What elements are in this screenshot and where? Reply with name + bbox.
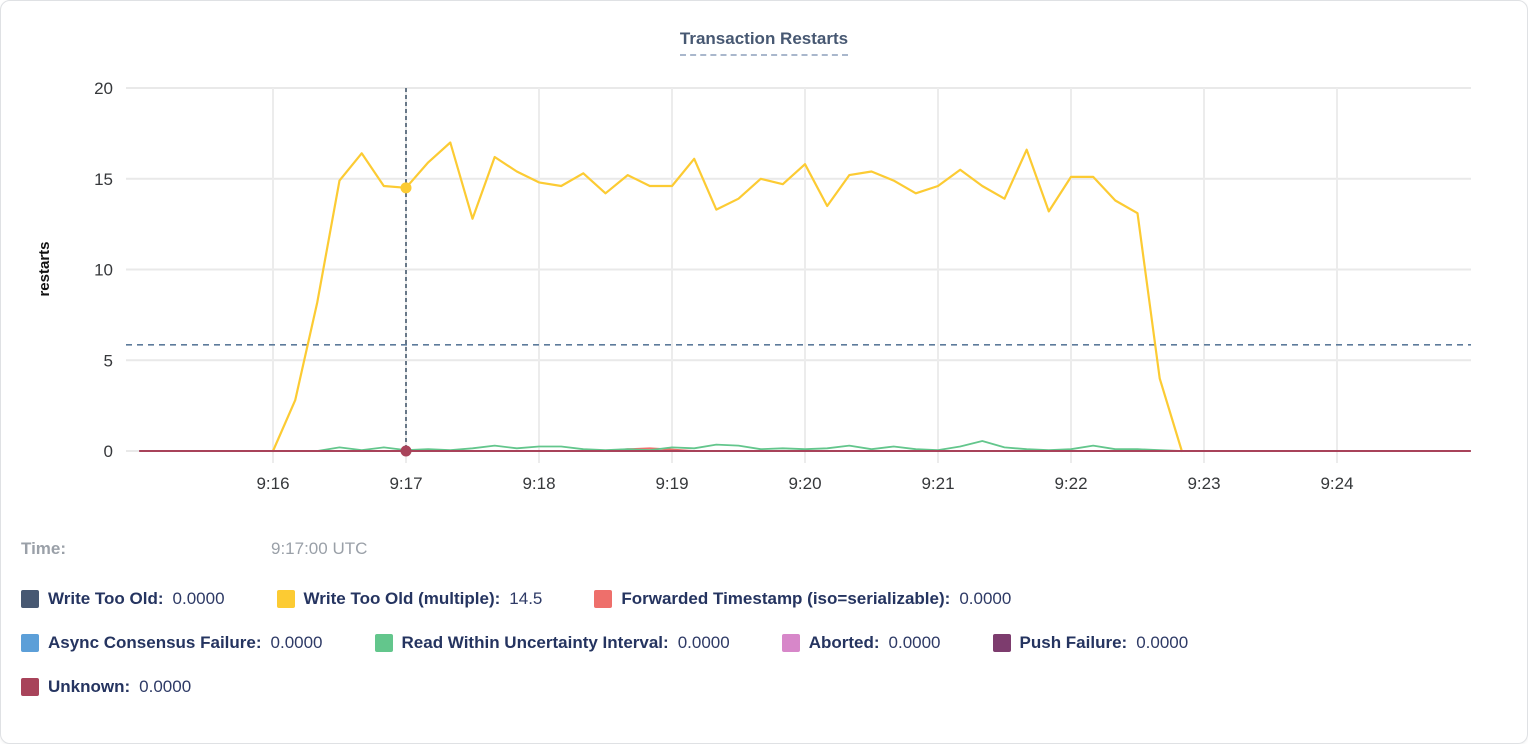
y-tick-label: 5 — [104, 351, 113, 370]
x-tick-label: 9:18 — [522, 474, 555, 493]
legend-item: Async Consensus Failure: 0.0000 — [21, 633, 323, 653]
hover-time-value: 9:17:00 UTC — [271, 539, 368, 558]
legend-swatch-icon — [276, 590, 295, 608]
hover-time-row: Time: 9:17:00 UTC — [21, 539, 367, 559]
legend-item: Write Too Old (multiple): 14.5 — [276, 589, 543, 609]
legend-row: Write Too Old: 0.0000 Write Too Old (multi… — [21, 589, 1517, 609]
legend-value: 0.0000 — [1136, 633, 1189, 652]
y-tick-label: 20 — [94, 79, 113, 98]
chart-header: Transaction Restarts — [1, 29, 1527, 56]
legend-label: Write Too Old: — [48, 589, 164, 608]
legend-value: 0.0000 — [888, 633, 941, 652]
legend-label: Write Too Old (multiple): — [303, 589, 501, 608]
hover-dot — [400, 445, 412, 457]
x-tick-label: 9:21 — [921, 474, 954, 493]
legend-value: 0.0000 — [959, 589, 1012, 608]
legend-swatch-icon — [21, 590, 39, 608]
legend-swatch-icon — [781, 634, 800, 652]
legend-item: Forwarded Timestamp (iso=serializable): 0… — [594, 589, 1011, 609]
legend-value: 0.0000 — [677, 633, 730, 652]
legend-value: 14.5 — [509, 589, 543, 608]
x-tick-label: 9:23 — [1187, 474, 1220, 493]
legend: Write Too Old: 0.0000 Write Too Old (multi… — [21, 589, 1517, 721]
legend-label: Async Consensus Failure: — [48, 633, 262, 652]
legend-label: Push Failure: — [1019, 633, 1128, 652]
y-tick-label: 0 — [104, 442, 113, 461]
y-axis-title: restarts — [36, 241, 53, 296]
legend-swatch-icon — [21, 678, 39, 696]
x-tick-label: 9:20 — [788, 474, 821, 493]
x-tick-label: 9:17 — [389, 474, 422, 493]
legend-swatch-icon — [374, 634, 393, 652]
legend-item: Push Failure: 0.0000 — [992, 633, 1189, 653]
legend-item: Read Within Uncertainty Interval: 0.0000 — [374, 633, 730, 653]
x-tick-label: 9:16 — [256, 474, 289, 493]
legend-row: Unknown: 0.0000 — [21, 677, 1517, 697]
series-line — [271, 141, 1183, 453]
legend-label: Aborted: — [808, 633, 880, 652]
legend-item: Write Too Old: 0.0000 — [21, 589, 225, 609]
legend-value: 0.0000 — [270, 633, 323, 652]
x-tick-label: 9:19 — [655, 474, 688, 493]
y-tick-label: 15 — [94, 170, 113, 189]
legend-label: Forwarded Timestamp (iso=serializable): — [621, 589, 951, 608]
legend-row: Async Consensus Failure: 0.0000 Read Withi… — [21, 633, 1517, 653]
hover-dot — [400, 182, 412, 194]
legend-value: 0.0000 — [172, 589, 225, 608]
legend-value: 0.0000 — [139, 677, 192, 696]
x-tick-label: 9:22 — [1054, 474, 1087, 493]
legend-swatch-icon — [21, 634, 39, 652]
x-tick-label: 9:24 — [1320, 474, 1353, 493]
legend-item: Aborted: 0.0000 — [781, 633, 941, 653]
chart-canvas[interactable]: 0 5 10 15 20 9:16 9:17 9:18 9:19 9:20 9:21 9:22 9:23… — [1, 1, 1528, 516]
series-line — [316, 440, 1183, 452]
legend-item: Unknown: 0.0000 — [21, 677, 191, 697]
hover-time-label: Time: — [21, 539, 67, 558]
legend-label: Read Within Uncertainty Interval: — [401, 633, 669, 652]
chart-title[interactable]: Transaction Restarts — [679, 29, 849, 56]
y-tick-label: 10 — [94, 261, 113, 280]
legend-swatch-icon — [594, 590, 613, 608]
legend-label: Unknown: — [48, 677, 131, 696]
legend-swatch-icon — [992, 634, 1011, 652]
